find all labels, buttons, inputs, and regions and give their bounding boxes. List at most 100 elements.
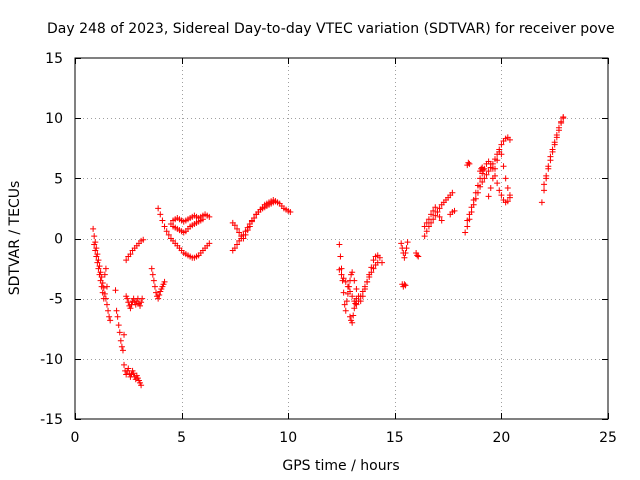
data-point [464, 223, 471, 230]
data-point [248, 218, 255, 225]
data-point [93, 253, 100, 260]
data-point [206, 240, 213, 247]
data-point [560, 113, 567, 120]
data-point [558, 118, 565, 125]
data-point [118, 343, 125, 350]
series-arc-24 [538, 115, 567, 206]
data-point [127, 251, 134, 258]
data-point [137, 302, 144, 309]
data-point [155, 295, 162, 302]
data-point [353, 295, 360, 302]
data-point [430, 207, 437, 214]
data-point [376, 254, 383, 261]
data-point [423, 219, 430, 226]
data-point [414, 252, 421, 259]
data-point [148, 265, 155, 272]
axis-ticks: 0 5 10 15 20 25 -15 -10 -5 0 5 10 15 [40, 51, 617, 446]
series-arc-10 [229, 196, 294, 254]
y-tick-label: -10 [40, 352, 63, 368]
data-point [428, 211, 435, 218]
data-point [432, 204, 439, 211]
data-point [127, 305, 134, 312]
y-tick-label: -5 [49, 292, 63, 308]
data-point [344, 283, 351, 290]
data-point [487, 160, 494, 167]
data-point [99, 289, 106, 296]
data-point [157, 211, 164, 218]
data-point [113, 307, 120, 314]
data-point [236, 229, 243, 236]
data-point [494, 157, 501, 164]
data-point [163, 228, 170, 235]
y-tick-label: 5 [54, 171, 63, 187]
data-point [462, 229, 469, 236]
series-arc-19 [447, 207, 458, 218]
data-point [150, 277, 157, 284]
data-point [95, 265, 102, 272]
data-point [347, 313, 354, 320]
data-point [374, 259, 381, 266]
data-point [92, 247, 99, 254]
series-arc-13 [336, 259, 381, 308]
data-point [368, 269, 375, 276]
y-tick-label: 10 [45, 111, 63, 127]
data-point [466, 211, 473, 218]
data-points [90, 113, 567, 389]
data-point [361, 283, 368, 290]
series-arc-2 [112, 287, 128, 354]
chart-title: Day 248 of 2023, Sidereal Day-to-day VTE… [47, 21, 615, 37]
series-arc-23 [485, 148, 513, 200]
data-point [341, 301, 348, 308]
data-point [351, 305, 358, 312]
data-point [403, 245, 410, 252]
data-point [449, 189, 456, 196]
series-arc-15 [398, 239, 411, 261]
data-point [434, 209, 441, 216]
data-point [343, 298, 350, 305]
series-arc-3 [121, 361, 145, 389]
data-point [404, 239, 411, 246]
data-point [124, 295, 131, 302]
data-point [421, 223, 428, 230]
data-point [472, 189, 479, 196]
plot-frame [74, 57, 609, 420]
data-point [340, 289, 347, 296]
data-point [132, 301, 139, 308]
data-point [138, 382, 145, 389]
data-point [103, 301, 110, 308]
data-point [244, 227, 251, 234]
data-point [421, 233, 428, 240]
data-point [105, 307, 112, 314]
x-tick-label: 5 [177, 430, 186, 446]
data-point [153, 289, 160, 296]
data-point [538, 199, 545, 206]
data-point [506, 192, 513, 199]
data-point [351, 277, 358, 284]
series-arc-22 [464, 159, 487, 175]
data-point [370, 265, 377, 272]
data-point [541, 181, 548, 188]
data-point [112, 287, 119, 294]
data-point [500, 163, 507, 170]
data-point [234, 241, 241, 248]
data-point [366, 274, 373, 281]
data-point [97, 277, 104, 284]
y-tick-label: 0 [54, 232, 63, 248]
data-point [504, 198, 511, 205]
data-point [465, 159, 472, 166]
x-tick-label: 15 [386, 430, 404, 446]
data-point [423, 228, 430, 235]
data-point [140, 236, 147, 243]
y-tick-label: -15 [40, 412, 63, 428]
data-point [415, 253, 422, 260]
series-arc-6 [148, 265, 168, 302]
data-point [498, 141, 505, 148]
series-arc-4 [123, 293, 146, 312]
data-point [100, 295, 107, 302]
data-point [474, 182, 481, 189]
series-arc-9 [167, 216, 206, 236]
data-point [489, 175, 496, 182]
data-point [251, 215, 258, 222]
data-point [483, 171, 490, 178]
data-point [106, 313, 113, 320]
